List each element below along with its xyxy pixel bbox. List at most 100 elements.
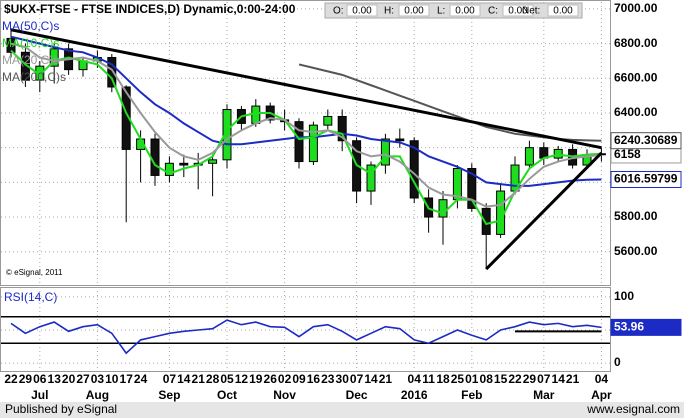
x-tick-label: 04 <box>408 372 422 386</box>
x-tick-label: 11 <box>422 372 435 386</box>
x-tick-label: 16 <box>307 372 321 386</box>
x-tick-label: 29 <box>19 372 33 386</box>
quote-value-box <box>398 4 430 17</box>
footer-right: www.esignal.com <box>586 402 680 416</box>
x-tick-label: 12 <box>235 372 249 386</box>
quote-label: H: <box>384 6 394 17</box>
x-tick-label: 26 <box>264 372 278 386</box>
x-tick-label: 19 <box>249 372 263 386</box>
x-tick-label: 24 <box>134 372 148 386</box>
legend-entry: MA(200,C)s <box>2 70 66 84</box>
x-tick-label: 01 <box>465 372 479 386</box>
candle-body <box>164 162 174 176</box>
x-month-label: Mar <box>533 388 555 402</box>
value-tag-label: 53.96 <box>614 320 644 334</box>
candle-body <box>107 56 117 88</box>
x-tick-label: 14 <box>177 372 191 386</box>
x-tick-label: 28 <box>206 372 220 386</box>
x-month-label: Feb <box>461 388 482 402</box>
quote-value: 0.00 <box>553 6 573 17</box>
candle-body <box>179 162 189 166</box>
candle-body <box>294 121 304 163</box>
x-tick-label: 03 <box>91 372 105 386</box>
value-tag <box>610 132 682 150</box>
candle-body <box>337 115 347 142</box>
quote-label: Net: <box>522 6 540 17</box>
plot-layer <box>1 2 610 371</box>
ma-line <box>10 319 602 355</box>
x-tick-label: 17 <box>120 372 134 386</box>
candle-body <box>308 124 318 163</box>
quote-label: O: <box>333 6 344 17</box>
x-month-label: 2016 <box>401 388 428 402</box>
candle-body <box>222 109 232 161</box>
ma-line <box>10 42 602 208</box>
legend-entry: MA(50,C)s <box>2 19 59 33</box>
quote-value: 0.00 <box>404 6 424 17</box>
x-tick-label: 21 <box>192 372 206 386</box>
x-tick-label: 06 <box>33 372 47 386</box>
candle-body <box>395 138 405 142</box>
quote-value-box <box>449 4 481 17</box>
x-tick-label: 20 <box>62 372 76 386</box>
credit: © eSignal, 2011 <box>6 268 63 277</box>
x-tick-label: 15 <box>494 372 508 386</box>
x-month-label: Aug <box>86 388 109 402</box>
quote-label: C: <box>488 6 498 17</box>
trend-line <box>10 28 602 150</box>
value-tag-label: 6240.30689 <box>614 133 678 147</box>
y-tick-label: 5600.00 <box>614 244 658 258</box>
candle-body <box>323 115 333 126</box>
value-tag-label: 6158 <box>614 147 641 161</box>
y-tick-label: 7000.00 <box>614 1 658 15</box>
x-tick-label: 29 <box>523 372 537 386</box>
x-tick-label: 18 <box>436 372 450 386</box>
x-tick-label: 07 <box>537 372 551 386</box>
y-tick-label: 6800.00 <box>614 36 658 50</box>
x-tick-label: 04 <box>595 372 609 386</box>
x-tick-label: 22 <box>4 372 18 386</box>
y-tick-label: 6400.00 <box>614 105 658 119</box>
x-tick-label: 07 <box>163 372 177 386</box>
candle-body <box>366 164 376 192</box>
y-tick-label: 5800.00 <box>614 209 658 223</box>
candle-body <box>150 138 160 176</box>
legend-entry: MA(20,C)s <box>2 53 59 67</box>
x-month-label: Oct <box>217 388 237 402</box>
quote-value: 0.00 <box>508 6 528 17</box>
quote-value-box <box>502 4 534 17</box>
candle-body <box>380 138 390 166</box>
y-tick-label: 100 <box>614 289 634 303</box>
x-tick-label: 27 <box>76 372 90 386</box>
x-tick-label: 21 <box>566 372 580 386</box>
x-month-label: Jul <box>31 388 48 402</box>
x-tick-label: 25 <box>451 372 465 386</box>
legend-entry: MA(10,C)s <box>2 36 59 50</box>
x-tick-label: 21 <box>379 372 393 386</box>
candle-body <box>208 159 218 164</box>
x-tick-label: 08 <box>480 372 494 386</box>
x-tick-label: 07 <box>350 372 364 386</box>
x-month-label: Apr <box>591 388 612 402</box>
footer-bar <box>0 402 684 418</box>
quote-value: 0.00 <box>352 6 372 17</box>
x-month-label: Nov <box>273 388 296 402</box>
x-month-label: Sep <box>158 388 180 402</box>
quote-value: 0.00 <box>455 6 475 17</box>
quote-value-box <box>346 4 378 17</box>
x-tick-label: 14 <box>364 372 378 386</box>
candle-body <box>481 207 491 235</box>
y-tick-label: 6600.00 <box>614 70 658 84</box>
x-tick-label: 05 <box>220 372 234 386</box>
candle-body <box>251 105 261 124</box>
trend-line <box>485 151 603 271</box>
candle-body <box>467 167 477 209</box>
quote-label: L: <box>437 6 445 17</box>
x-tick-label: 14 <box>552 372 566 386</box>
x-tick-label: 09 <box>292 372 306 386</box>
y-tick-label: 0 <box>614 355 621 369</box>
ma-line <box>10 49 602 226</box>
x-tick-label: 13 <box>48 372 62 386</box>
